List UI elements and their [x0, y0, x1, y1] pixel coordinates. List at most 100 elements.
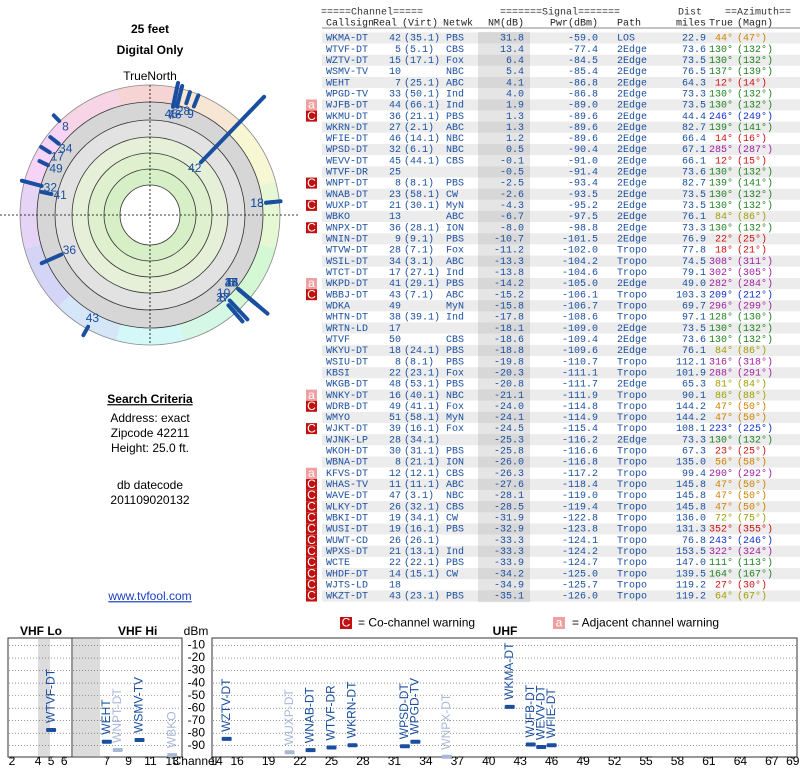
cell: 131.3 — [676, 525, 706, 536]
cell: -90.4 — [568, 145, 598, 156]
cell: -27.6 — [494, 480, 524, 491]
cell: -89.6 — [568, 134, 598, 145]
cell: WDRB-DT — [326, 402, 368, 413]
y-tick-label: -30 — [188, 663, 206, 677]
cell: 36 — [389, 112, 401, 123]
link[interactable]: www.tvfool.com — [107, 589, 191, 603]
station-label: WSMV-TV — [132, 677, 146, 733]
cell: (44.1) — [404, 155, 440, 167]
cell: 119.2 — [676, 592, 706, 603]
cell: (8.1) — [404, 178, 434, 190]
cell: ABC — [446, 480, 464, 491]
station-label: WEHT — [99, 699, 113, 735]
cell: -8.0 — [500, 223, 524, 234]
cell: 66.4 — [682, 134, 706, 145]
cell: PBS — [446, 592, 464, 603]
cell: (58°) — [737, 457, 767, 469]
row-bg — [322, 389, 800, 401]
x-axis-label: Channel — [173, 754, 218, 768]
cell: ION — [446, 223, 464, 234]
cell: -101.5 — [562, 235, 598, 246]
warning-box — [306, 423, 317, 435]
cell: (31.1) — [404, 446, 440, 458]
warning-flag: C — [307, 198, 316, 212]
station-label: WEVV-DT — [533, 685, 547, 740]
column-header: NM(dB) — [488, 18, 524, 30]
cell: 9 — [395, 235, 401, 246]
cell: -59.0 — [568, 34, 598, 45]
station-bar — [198, 94, 267, 165]
cell: 2Edge — [617, 189, 647, 201]
cell: 45 — [389, 156, 401, 167]
cell: PBS — [446, 447, 464, 458]
cell: (132°) — [737, 167, 773, 179]
cell: (3.1) — [404, 490, 434, 502]
cell: 49 — [389, 402, 401, 413]
x-tick-label: 64 — [734, 754, 748, 768]
row-bg — [322, 65, 800, 78]
cell: 139° — [709, 122, 733, 134]
x-tick-label: 55 — [639, 754, 653, 768]
group-header: =======Signal======= — [500, 7, 620, 19]
cell: Fox — [446, 424, 464, 435]
row-bg — [322, 545, 800, 557]
cell: ABC — [446, 78, 464, 89]
cell: 77.8 — [682, 246, 706, 257]
cell: (16.1) — [404, 423, 440, 435]
cell: 76.5 — [682, 67, 706, 78]
cell: 82.7 — [682, 179, 706, 190]
station-bar — [236, 287, 256, 304]
row-bg — [322, 434, 800, 446]
cell: 44° — [715, 33, 733, 45]
cell: -125.7 — [562, 580, 598, 591]
cell: 136.0 — [676, 514, 706, 525]
cell: -93.5 — [568, 190, 598, 201]
cell: 18 — [389, 580, 401, 591]
cell: 17 — [389, 268, 401, 279]
cell: NBC — [446, 134, 464, 145]
x-tick-label: 67 — [765, 754, 779, 768]
cell: PBS — [446, 346, 464, 357]
cell: -15.2 — [494, 290, 524, 301]
warning-flag: a — [308, 276, 315, 290]
cell: (21.1) — [404, 457, 440, 469]
cell: 14° — [715, 133, 733, 145]
warning-flag: C — [307, 578, 316, 592]
cell: -31.9 — [494, 514, 524, 525]
cell: 86° — [715, 390, 733, 402]
cell: 18° — [715, 245, 733, 257]
group-header: Dist — [678, 7, 702, 19]
cell: 296° — [709, 300, 733, 312]
cell: (132°) — [737, 334, 773, 346]
cell: (50.1) — [404, 88, 440, 100]
cell: -33.9 — [494, 558, 524, 569]
row-bg — [322, 501, 800, 513]
cell: 223° — [709, 423, 733, 435]
cell: -0.5 — [500, 168, 524, 179]
warning-flag: C — [307, 109, 316, 123]
row-bg — [322, 77, 800, 89]
cell: (88°) — [737, 390, 767, 402]
station-bar — [19, 178, 44, 188]
x-tick-label: 13 — [166, 754, 180, 768]
cell: WBNA-DT — [326, 458, 368, 469]
station-label: WJFB-DT — [523, 684, 537, 737]
cell: 47° — [715, 479, 733, 491]
row-bg — [322, 244, 800, 256]
cell: 130° — [709, 55, 733, 67]
cell: WLKY-DT — [326, 502, 368, 513]
cell: -111.9 — [562, 391, 598, 402]
x-tick-label: 9 — [125, 754, 132, 768]
cell: -124.2 — [562, 547, 598, 558]
cell: Fox — [446, 368, 464, 379]
cell: (130°) — [737, 312, 773, 324]
station-label: 46 — [168, 107, 182, 121]
row-bg — [322, 322, 800, 334]
cell: WTCT-DT — [326, 268, 368, 279]
cell: Tropo — [617, 536, 647, 547]
cell: 2Edge — [617, 379, 647, 391]
station-label: WUXP-DT — [282, 689, 296, 746]
cell: WHTN-DT — [326, 313, 368, 324]
panel-title: VHF Hi — [118, 624, 157, 638]
cell: 82.7 — [682, 123, 706, 134]
